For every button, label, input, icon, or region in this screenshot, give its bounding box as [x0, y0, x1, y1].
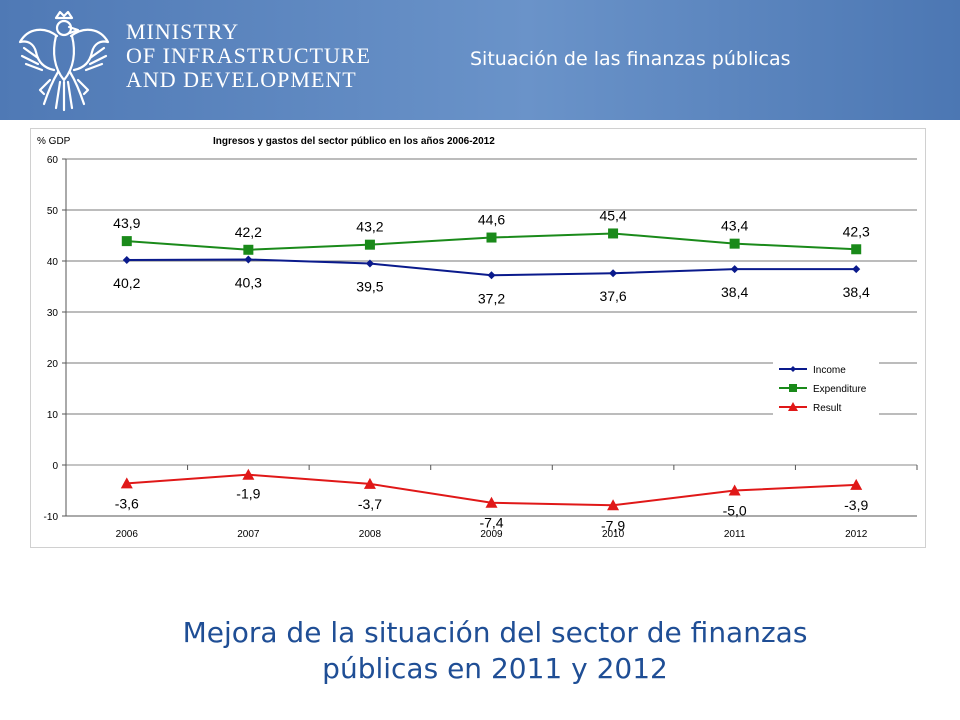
- x-tick-label: 2009: [480, 529, 503, 540]
- chart-title: Ingresos y gastos del sector público en …: [213, 136, 495, 147]
- legend-label: Expenditure: [813, 384, 867, 395]
- x-tick-label: 2006: [116, 529, 139, 540]
- income-point: [487, 271, 496, 280]
- result-point: [728, 484, 741, 496]
- result-point: [120, 477, 133, 489]
- eagle-emblem-icon: [18, 10, 110, 112]
- data-label: 40,3: [235, 274, 262, 290]
- x-tick-label: 2011: [724, 529, 746, 540]
- data-label: 45,4: [599, 207, 626, 223]
- result-point: [485, 496, 498, 508]
- y-tick-label: 40: [47, 257, 59, 268]
- expenditure-point: [121, 236, 132, 247]
- data-label: 42,3: [843, 223, 870, 239]
- conclusion-text: Mejora de la situación del sector de fin…: [0, 615, 960, 687]
- legend-triangle-icon: [788, 402, 798, 411]
- y-axis-label: % GDP: [37, 136, 71, 147]
- data-label: -1,9: [236, 486, 260, 502]
- income-point: [365, 259, 374, 268]
- data-label: -7,9: [601, 517, 625, 533]
- legend-label: Income: [813, 365, 846, 376]
- income-point: [852, 265, 861, 274]
- ministry-name: MINISTRY OF INFRASTRUCTURE AND DEVELOPME…: [126, 20, 371, 92]
- x-tick-label: 2007: [237, 529, 260, 540]
- data-label: 44,6: [478, 212, 505, 228]
- expenditure-point: [729, 238, 740, 249]
- data-label: 39,5: [356, 279, 383, 295]
- data-label: 42,2: [235, 224, 262, 240]
- result-point: [607, 499, 620, 511]
- expenditure-point: [364, 239, 375, 250]
- ministry-line: AND DEVELOPMENT: [126, 67, 357, 92]
- legend-label: Result: [813, 403, 842, 414]
- expenditure-point: [608, 228, 619, 239]
- x-tick-label: 2012: [845, 529, 868, 540]
- data-label: 40,2: [113, 275, 140, 291]
- data-label: 37,6: [599, 288, 626, 304]
- income-point: [122, 255, 131, 264]
- y-tick-label: 50: [47, 206, 59, 217]
- expenditure-point: [486, 232, 497, 243]
- data-label: -7,4: [479, 515, 503, 531]
- data-label: 43,2: [356, 219, 383, 235]
- data-label: 38,4: [843, 284, 870, 300]
- x-tick-label: 2010: [602, 529, 625, 540]
- chart-panel: % GDP Ingresos y gastos del sector públi…: [30, 128, 926, 548]
- income-point: [730, 265, 739, 274]
- header-banner: MINISTRY OF INFRASTRUCTURE AND DEVELOPME…: [0, 0, 960, 120]
- data-label: -3,9: [844, 497, 868, 513]
- ministry-line: MINISTRY: [126, 19, 240, 44]
- legend-square-icon: [789, 384, 797, 392]
- data-label: -3,7: [358, 496, 382, 512]
- income-point: [244, 255, 253, 264]
- ministry-line: OF INFRASTRUCTURE: [126, 43, 371, 68]
- data-label: 37,2: [478, 290, 505, 306]
- y-tick-label: 20: [47, 359, 59, 370]
- conclusion-line: Mejora de la situación del sector de fin…: [182, 616, 808, 649]
- x-tick-label: 2008: [359, 529, 382, 540]
- line-chart: % GDP Ingresos y gastos del sector públi…: [37, 136, 918, 540]
- conclusion-line: públicas en 2011 y 2012: [322, 652, 668, 685]
- data-label: -5,0: [723, 503, 747, 519]
- data-label: 43,9: [113, 215, 140, 231]
- y-tick-label: 30: [47, 308, 59, 319]
- expenditure-point: [851, 244, 862, 255]
- slide-title: Situación de las finanzas públicas: [470, 48, 791, 70]
- y-tick-label: -10: [44, 512, 59, 523]
- data-label: -3,6: [115, 495, 139, 511]
- income-point: [609, 269, 618, 278]
- expenditure-point: [243, 244, 254, 255]
- legend-diamond-icon: [790, 366, 796, 372]
- y-tick-label: 10: [47, 410, 59, 421]
- data-label: 43,4: [721, 218, 748, 234]
- result-point: [242, 468, 255, 480]
- y-tick-label: 60: [47, 155, 59, 166]
- result-point: [850, 478, 863, 490]
- y-tick-label: 0: [52, 461, 58, 472]
- data-label: 38,4: [721, 284, 748, 300]
- result-point: [363, 477, 376, 489]
